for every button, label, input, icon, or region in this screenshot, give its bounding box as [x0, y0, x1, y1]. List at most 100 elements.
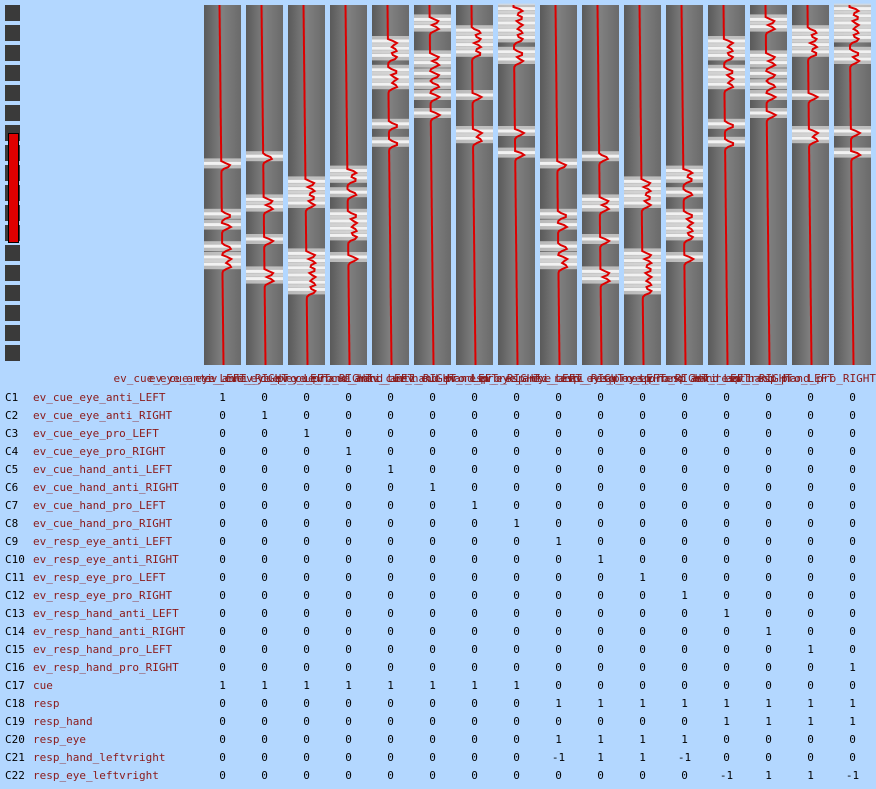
- contrast-weight: 0: [345, 535, 352, 548]
- contrast-name: ev_resp_eye_anti_LEFT: [33, 535, 173, 548]
- contrast-weight: 0: [513, 661, 520, 674]
- contrast-weight: 0: [429, 625, 436, 638]
- contrast-row: C5 ev_cue_hand_anti_LEFT 0 0 0 0 1 0 0 0 0 0 0 0 0 0 0 0: [0, 461, 876, 479]
- contrast-weight: 0: [429, 463, 436, 476]
- contrast-weight: 1: [513, 679, 520, 692]
- contrast-id: C11: [5, 571, 25, 584]
- contrast-row: C19 resp_hand 0 0 0 0 0 0 0 0 0 0 0 0 1 1 1 1: [0, 713, 876, 731]
- contrast-weight: 0: [303, 499, 310, 512]
- contrast-id: C4: [5, 445, 19, 458]
- contrast-weight: 0: [303, 589, 310, 602]
- event-band-core: [666, 169, 703, 173]
- event-band-core: [624, 273, 661, 277]
- event-band-core: [414, 53, 451, 57]
- colorbar-segment: [5, 5, 20, 22]
- contrast-name: resp_eye_leftvright: [33, 769, 159, 782]
- contrast-weight: 0: [639, 481, 646, 494]
- contrast-weight: 0: [219, 607, 226, 620]
- colorbar-segment: [5, 265, 20, 282]
- contrast-weight: 0: [471, 571, 478, 584]
- contrast-weight: 0: [303, 553, 310, 566]
- contrast-name: resp_hand: [33, 715, 93, 728]
- design-column: [708, 5, 745, 365]
- contrast-weight: 1: [639, 733, 646, 746]
- contrast-id: C18: [5, 697, 25, 710]
- contrast-weight: 1: [345, 445, 352, 458]
- contrast-weight: 1: [639, 697, 646, 710]
- regressor-trace: [554, 5, 570, 365]
- contrast-weight: 0: [303, 751, 310, 764]
- contrast-weight: 0: [261, 751, 268, 764]
- contrast-weight: 0: [681, 445, 688, 458]
- event-band-core: [456, 35, 493, 39]
- contrast-weight: 0: [261, 697, 268, 710]
- event-band-core: [288, 187, 325, 191]
- contrast-row: C14 ev_resp_hand_anti_RIGHT 0 0 0 0 0 0 0 0 0 0 0 0 0 1…: [0, 623, 876, 641]
- contrast-weight: 1: [597, 733, 604, 746]
- contrast-weight: 0: [387, 589, 394, 602]
- contrast-weight: 0: [429, 769, 436, 782]
- contrast-weight: 0: [303, 607, 310, 620]
- contrast-weight: 0: [555, 517, 562, 530]
- contrast-weight: 0: [639, 409, 646, 422]
- contrast-weight: 0: [723, 481, 730, 494]
- contrast-id: C17: [5, 679, 25, 692]
- colorbar-segment: [5, 65, 20, 82]
- contrast-weight: 0: [219, 751, 226, 764]
- contrast-weight: 0: [387, 535, 394, 548]
- contrast-weight: 1: [597, 553, 604, 566]
- event-band-core: [750, 71, 787, 75]
- contrast-weight: 0: [471, 643, 478, 656]
- contrast-weight: 0: [387, 625, 394, 638]
- event-band-core: [540, 255, 577, 259]
- event-band-core: [330, 226, 367, 230]
- regressor-trace: [428, 5, 442, 365]
- contrast-weight: 0: [807, 481, 814, 494]
- event-band-core: [666, 190, 703, 194]
- event-band-core: [582, 197, 619, 201]
- contrast-weight: 0: [555, 463, 562, 476]
- contrast-weight: 0: [597, 715, 604, 728]
- contrast-weight: 0: [849, 391, 856, 404]
- contrast-weight: 0: [849, 679, 856, 692]
- contrast-weight: 0: [513, 697, 520, 710]
- contrast-weight: 0: [429, 733, 436, 746]
- event-band-core: [540, 161, 577, 165]
- contrast-weight: 0: [723, 427, 730, 440]
- contrast-weight: 1: [429, 679, 436, 692]
- contrast-weight: 0: [261, 625, 268, 638]
- contrast-name: cue: [33, 679, 53, 692]
- contrast-weight: 0: [849, 445, 856, 458]
- design-column: [330, 5, 367, 365]
- contrast-weight: 0: [387, 661, 394, 674]
- contrast-weight: 0: [345, 697, 352, 710]
- regressor-trace: [344, 5, 360, 365]
- contrast-weight: 0: [765, 427, 772, 440]
- contrast-weight: 0: [429, 589, 436, 602]
- contrast-row: C15 ev_resp_hand_pro_LEFT 0 0 0 0 0 0 0 0 0 0 0 0 0 0 1 0: [0, 641, 876, 659]
- contrast-weight: 0: [429, 445, 436, 458]
- contrast-weight: 0: [261, 607, 268, 620]
- contrast-weight: 0: [597, 499, 604, 512]
- regressor-trace: [638, 5, 654, 365]
- regressor-trace: [302, 5, 318, 365]
- contrast-weight: 0: [513, 463, 520, 476]
- contrast-weight: 0: [597, 409, 604, 422]
- contrast-name: ev_resp_eye_anti_RIGHT: [33, 553, 179, 566]
- contrast-weight: 0: [219, 769, 226, 782]
- contrast-name: resp_hand_leftvright: [33, 751, 166, 764]
- contrast-weight: 0: [261, 463, 268, 476]
- event-band-core: [750, 82, 787, 86]
- contrast-weight: 0: [219, 445, 226, 458]
- contrast-weight: 0: [387, 607, 394, 620]
- contrast-row: C7 ev_cue_hand_pro_LEFT 0 0 0 0 0 0 1 0 0 0 0 0 0 0 0 0: [0, 497, 876, 515]
- contrast-weight: 0: [765, 391, 772, 404]
- colorbar-marker: [8, 133, 19, 243]
- contrast-weight: 0: [681, 553, 688, 566]
- contrast-weight: 0: [807, 607, 814, 620]
- event-band-core: [792, 50, 829, 54]
- event-band-core: [624, 201, 661, 205]
- event-band-core: [834, 35, 871, 39]
- event-band-core: [330, 169, 367, 173]
- contrast-weight: 0: [807, 499, 814, 512]
